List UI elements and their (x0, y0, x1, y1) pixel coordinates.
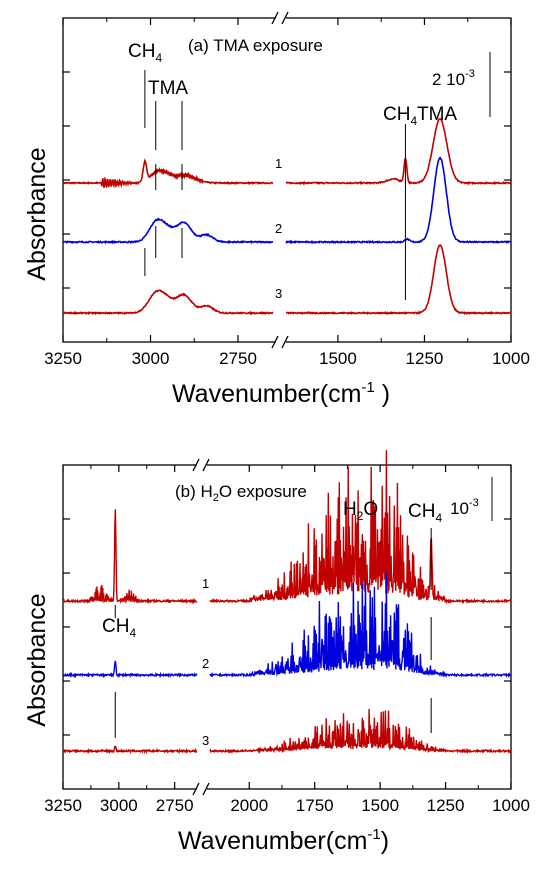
series-line-1 (209, 450, 512, 605)
panel-b-marker-lines (114, 528, 432, 738)
x-tick-label: 3000 (132, 349, 170, 368)
panel-b-break-cover-bottom (197, 786, 207, 792)
x-tick-label: 2000 (230, 796, 268, 815)
panel-b-label-ch4-right: CH4 (408, 501, 442, 525)
series-line-1 (62, 158, 274, 189)
panel-b-label-ch4-left: CH4 (102, 616, 136, 640)
series-line-2 (285, 156, 512, 245)
panel-b-y-label: Absorbance (23, 593, 51, 726)
x-tick-label: 1000 (492, 796, 530, 815)
panel-a-label-tma-left: TMA (148, 78, 188, 99)
panel-b: 3250 3000 2750 2000 1750 1500 1250 1000 (b) H2O… (23, 450, 530, 855)
panel-a-y-ticks (63, 71, 511, 289)
x-tick-label: 2750 (219, 349, 257, 368)
series-line-2 (209, 572, 512, 679)
panel-b-y-ticks (63, 518, 511, 736)
panel-a-frame (62, 17, 512, 343)
panel-a-series-label-2: 2 (275, 221, 282, 236)
x-tick-label: 3250 (44, 349, 82, 368)
x-tick-label: 1750 (296, 796, 334, 815)
x-tick-label: 1500 (361, 796, 399, 815)
x-tick-label: 3000 (100, 796, 138, 815)
x-tick-label: 3250 (44, 796, 82, 815)
x-tick-label: 2750 (156, 796, 194, 815)
series-line-3 (62, 745, 198, 755)
panel-b-series-label-1: 1 (202, 576, 209, 591)
panel-a-series-label-1: 1 (275, 156, 282, 171)
panel-b-series (62, 450, 512, 755)
series-line-2 (62, 217, 274, 245)
panel-a-break-cover-bottom (276, 339, 286, 345)
panel-b-label-h2o: H2O (343, 499, 378, 523)
series-line-3 (285, 243, 512, 316)
panel-a-scale-label: 2 10-3 (432, 68, 475, 89)
panel-b-series-label-2: 2 (202, 656, 209, 671)
panel-a-break-marks (271, 11, 289, 349)
series-line-1 (62, 509, 198, 605)
series-line-3 (62, 289, 274, 316)
panel-b-title: (b) H2O exposure (175, 482, 307, 504)
panel-a: 3250 3000 2750 1500 1250 1000 (a) TMA exposur… (23, 11, 530, 408)
panel-a-break-cover-top (276, 15, 286, 21)
panel-b-break-cover-top (197, 462, 207, 468)
panel-b-break-marks (192, 458, 210, 796)
series-line-2 (62, 660, 198, 679)
panel-a-series-label-3: 3 (275, 286, 282, 301)
panel-a-label-ch4-left: CH4 (128, 41, 162, 65)
series-line-3 (209, 708, 512, 755)
panel-a-ticks: 3250 3000 2750 1500 1250 1000 (44, 18, 530, 368)
panel-a-label-ch4-right: CH4 (383, 104, 417, 128)
x-tick-label: 1000 (492, 349, 530, 368)
panel-a-marker-lines (144, 70, 406, 300)
panel-a-series (62, 117, 512, 316)
panel-b-ticks: 3250 3000 2750 2000 1750 1500 1250 1000 (44, 465, 530, 815)
x-tick-label: 1250 (427, 796, 465, 815)
panel-a-x-label: Wavenumber(cm-1 ) (172, 379, 390, 408)
panel-b-scale-label: 10-3 (450, 497, 479, 518)
panel-b-x-label: Wavenumber(cm-1) (178, 826, 389, 855)
x-tick-label: 1250 (406, 349, 444, 368)
series-line-1 (285, 117, 511, 186)
panel-b-series-label-3: 3 (202, 733, 209, 748)
panel-a-title: (a) TMA exposure (188, 36, 323, 55)
panel-a-label-tma-right: TMA (417, 104, 457, 125)
panel-a-y-label: Absorbance (23, 147, 51, 280)
x-tick-label: 1500 (319, 349, 357, 368)
